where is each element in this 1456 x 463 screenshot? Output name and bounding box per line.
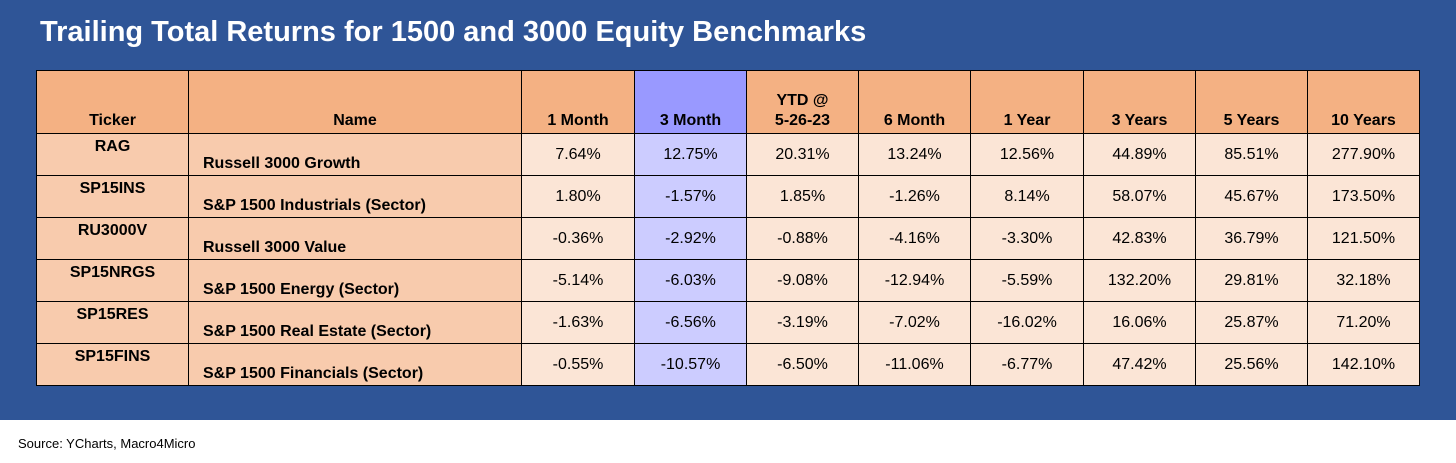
return-5-years: 36.79% bbox=[1195, 217, 1308, 260]
ticker-cell: SP15FINS bbox=[36, 343, 189, 386]
table-row: SP15RES S&P 1500 Real Estate (Sector) -1.6… bbox=[36, 301, 1420, 344]
returns-table: Ticker Name 1 Month 3 Month YTD @ 5-26-23… bbox=[36, 70, 1420, 386]
column-header-3-month: 3 Month bbox=[634, 70, 747, 134]
ticker-cell: SP15RES bbox=[36, 301, 189, 344]
column-header-5-years: 5 Years bbox=[1195, 70, 1308, 134]
ticker-cell: RAG bbox=[36, 133, 189, 176]
return-6-month: -12.94% bbox=[858, 259, 971, 302]
return-1-month: -5.14% bbox=[521, 259, 635, 302]
return-1-year: 12.56% bbox=[970, 133, 1084, 176]
ticker-cell: SP15INS bbox=[36, 175, 189, 218]
column-header-1-year: 1 Year bbox=[970, 70, 1084, 134]
column-header-ytd: YTD @ 5-26-23 bbox=[746, 70, 859, 134]
return-1-year: -6.77% bbox=[970, 343, 1084, 386]
return-1-month: -0.36% bbox=[521, 217, 635, 260]
table-row: RAG Russell 3000 Growth 7.64% 12.75% 20.31% 1… bbox=[36, 133, 1420, 176]
return-5-years: 25.56% bbox=[1195, 343, 1308, 386]
name-cell: S&P 1500 Real Estate (Sector) bbox=[188, 301, 522, 344]
ticker-cell: SP15NRGS bbox=[36, 259, 189, 302]
name-cell: S&P 1500 Industrials (Sector) bbox=[188, 175, 522, 218]
ytd-header-line1: YTD @ bbox=[776, 92, 829, 109]
source-note: Source: YCharts, Macro4Micro bbox=[18, 436, 196, 451]
table-row: SP15INS S&P 1500 Industrials (Sector) 1.80… bbox=[36, 175, 1420, 218]
return-3-month: -6.03% bbox=[634, 259, 747, 302]
ticker-cell: RU3000V bbox=[36, 217, 189, 260]
return-ytd: -0.88% bbox=[746, 217, 859, 260]
return-6-month: -7.02% bbox=[858, 301, 971, 344]
return-1-month: 7.64% bbox=[521, 133, 635, 176]
return-6-month: -11.06% bbox=[858, 343, 971, 386]
return-10-years: 32.18% bbox=[1307, 259, 1420, 302]
return-5-years: 29.81% bbox=[1195, 259, 1308, 302]
column-header-10-years: 10 Years bbox=[1307, 70, 1420, 134]
table-row: SP15NRGS S&P 1500 Energy (Sector) -5.14% -6… bbox=[36, 259, 1420, 302]
return-ytd: 20.31% bbox=[746, 133, 859, 176]
return-1-year: -5.59% bbox=[970, 259, 1084, 302]
column-header-ticker: Ticker bbox=[36, 70, 189, 134]
column-header-3-years: 3 Years bbox=[1083, 70, 1196, 134]
title-panel: Trailing Total Returns for 1500 and 3000… bbox=[0, 0, 1456, 420]
return-ytd: 1.85% bbox=[746, 175, 859, 218]
return-3-years: 58.07% bbox=[1083, 175, 1196, 218]
return-3-years: 132.20% bbox=[1083, 259, 1196, 302]
return-ytd: -3.19% bbox=[746, 301, 859, 344]
return-5-years: 85.51% bbox=[1195, 133, 1308, 176]
return-1-month: -1.63% bbox=[521, 301, 635, 344]
return-3-years: 42.83% bbox=[1083, 217, 1196, 260]
column-header-6-month: 6 Month bbox=[858, 70, 971, 134]
return-ytd: -6.50% bbox=[746, 343, 859, 386]
return-1-month: -0.55% bbox=[521, 343, 635, 386]
name-cell: Russell 3000 Growth bbox=[188, 133, 522, 176]
table-row: SP15FINS S&P 1500 Financials (Sector) -0.5… bbox=[36, 343, 1420, 386]
return-3-years: 16.06% bbox=[1083, 301, 1196, 344]
name-cell: S&P 1500 Energy (Sector) bbox=[188, 259, 522, 302]
page-title: Trailing Total Returns for 1500 and 3000… bbox=[40, 16, 867, 48]
table-row: RU3000V Russell 3000 Value -0.36% -2.92% -0.… bbox=[36, 217, 1420, 260]
return-3-month: 12.75% bbox=[634, 133, 747, 176]
return-3-month: -1.57% bbox=[634, 175, 747, 218]
return-10-years: 142.10% bbox=[1307, 343, 1420, 386]
return-10-years: 121.50% bbox=[1307, 217, 1420, 260]
return-1-year: -3.30% bbox=[970, 217, 1084, 260]
ytd-header-line2: 5-26-23 bbox=[774, 112, 831, 129]
name-cell: S&P 1500 Financials (Sector) bbox=[188, 343, 522, 386]
return-6-month: 13.24% bbox=[858, 133, 971, 176]
return-1-year: 8.14% bbox=[970, 175, 1084, 218]
return-1-month: 1.80% bbox=[521, 175, 635, 218]
return-3-years: 44.89% bbox=[1083, 133, 1196, 176]
column-header-1-month: 1 Month bbox=[521, 70, 635, 134]
return-10-years: 173.50% bbox=[1307, 175, 1420, 218]
column-header-name: Name bbox=[188, 70, 522, 134]
return-10-years: 277.90% bbox=[1307, 133, 1420, 176]
return-3-years: 47.42% bbox=[1083, 343, 1196, 386]
return-1-year: -16.02% bbox=[970, 301, 1084, 344]
return-3-month: -2.92% bbox=[634, 217, 747, 260]
name-cell: Russell 3000 Value bbox=[188, 217, 522, 260]
return-10-years: 71.20% bbox=[1307, 301, 1420, 344]
return-5-years: 25.87% bbox=[1195, 301, 1308, 344]
header-row: Ticker Name 1 Month 3 Month YTD @ 5-26-23… bbox=[36, 70, 1420, 134]
return-6-month: -1.26% bbox=[858, 175, 971, 218]
return-ytd: -9.08% bbox=[746, 259, 859, 302]
return-6-month: -4.16% bbox=[858, 217, 971, 260]
return-3-month: -6.56% bbox=[634, 301, 747, 344]
return-5-years: 45.67% bbox=[1195, 175, 1308, 218]
return-3-month: -10.57% bbox=[634, 343, 747, 386]
